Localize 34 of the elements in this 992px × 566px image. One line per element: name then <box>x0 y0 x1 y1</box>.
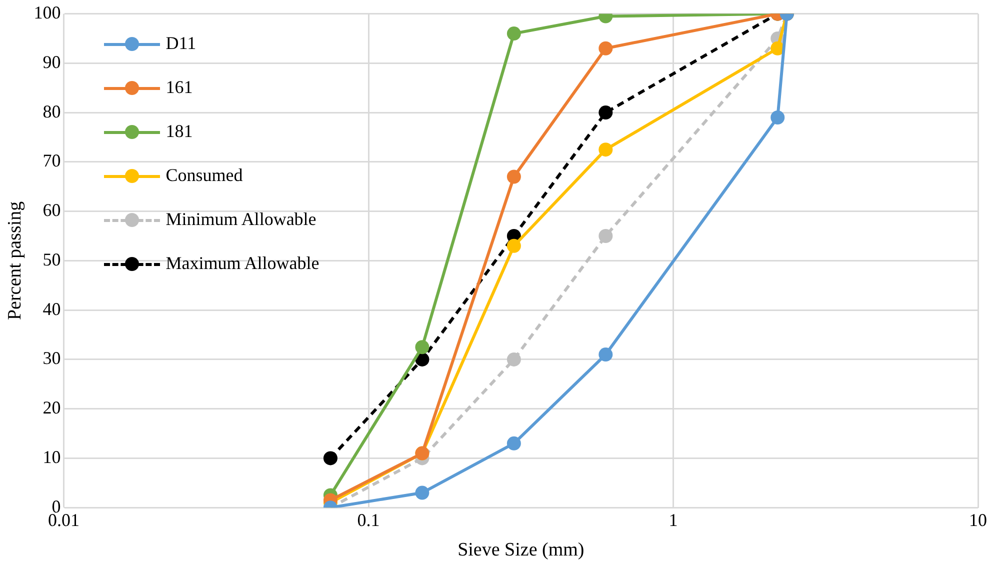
legend-label: Maximum Allowable <box>166 253 320 274</box>
y-tick-label: 10 <box>42 446 61 467</box>
y-axis-title: Percent passing <box>4 200 26 320</box>
y-tick-label: 50 <box>42 249 61 270</box>
legend-label: 161 <box>166 77 193 98</box>
y-tick-label: 90 <box>42 52 61 72</box>
point <box>598 348 613 362</box>
y-tick-label: 40 <box>42 298 61 319</box>
point <box>598 41 613 56</box>
point <box>415 486 430 500</box>
point <box>598 106 613 120</box>
x-tick-label: 0.1 <box>357 510 380 530</box>
legend-label: D11 <box>166 33 196 54</box>
x-tick-label: 1 <box>668 510 678 530</box>
point <box>506 238 521 253</box>
y-tick-label: 70 <box>42 150 61 171</box>
x-axis-title: Sieve Size (mm) <box>458 540 584 561</box>
legend-label: Consumed <box>166 165 243 186</box>
point <box>415 340 430 354</box>
legend-label: Minimum Allowable <box>166 209 316 230</box>
x-tick-label: 10 <box>969 510 987 530</box>
y-tick-label: 80 <box>42 101 61 122</box>
point <box>506 170 521 184</box>
point <box>323 451 338 466</box>
point <box>598 229 613 244</box>
point <box>506 26 521 41</box>
legend-label: 181 <box>166 121 193 142</box>
y-tick-label: 100 <box>34 2 61 23</box>
y-tick-label: 60 <box>42 200 61 220</box>
y-tick-label: 30 <box>42 348 61 368</box>
point <box>506 352 521 366</box>
point <box>598 142 613 157</box>
point <box>506 436 521 450</box>
y-tick-label: 20 <box>42 398 61 418</box>
